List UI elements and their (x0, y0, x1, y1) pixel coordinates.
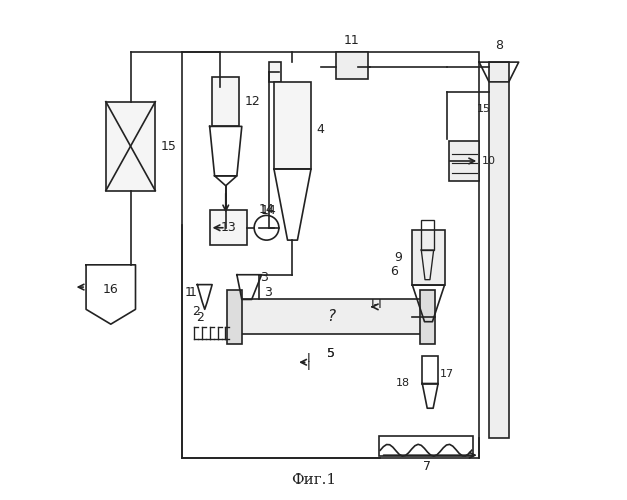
Text: 9: 9 (394, 251, 403, 264)
Text: 3: 3 (260, 270, 268, 283)
Text: 10: 10 (482, 156, 495, 166)
Text: 18: 18 (396, 378, 410, 388)
Text: 1: 1 (189, 286, 196, 298)
Text: I: I (307, 360, 310, 372)
Text: 17: 17 (440, 368, 454, 378)
Text: 5: 5 (327, 348, 335, 360)
Text: 7: 7 (423, 460, 431, 473)
Text: 15: 15 (477, 104, 491, 114)
FancyBboxPatch shape (269, 62, 282, 82)
Text: 14: 14 (261, 204, 277, 217)
Text: 12: 12 (245, 95, 260, 108)
Text: ?: ? (327, 309, 335, 324)
Text: 3: 3 (264, 286, 272, 298)
FancyBboxPatch shape (413, 230, 445, 285)
FancyBboxPatch shape (274, 82, 311, 169)
Text: 14: 14 (259, 203, 275, 216)
Text: 8: 8 (495, 39, 503, 52)
Text: 2: 2 (196, 311, 204, 324)
FancyBboxPatch shape (106, 102, 155, 190)
FancyBboxPatch shape (489, 62, 508, 438)
Text: 5: 5 (327, 348, 335, 360)
FancyBboxPatch shape (227, 290, 242, 344)
Text: 16: 16 (103, 283, 119, 296)
Text: 1: 1 (184, 286, 192, 298)
FancyBboxPatch shape (212, 77, 240, 126)
FancyBboxPatch shape (234, 300, 427, 334)
Text: 6: 6 (390, 265, 398, 278)
FancyBboxPatch shape (335, 52, 368, 80)
Text: 2: 2 (192, 306, 200, 318)
Text: Фиг.1: Фиг.1 (291, 474, 336, 488)
FancyBboxPatch shape (450, 141, 479, 181)
FancyBboxPatch shape (420, 290, 435, 344)
Text: I-I: I-I (371, 298, 382, 311)
Text: 15: 15 (161, 140, 176, 152)
Text: 11: 11 (344, 34, 360, 48)
Text: I: I (307, 352, 310, 366)
Text: 13: 13 (220, 221, 236, 234)
FancyBboxPatch shape (209, 210, 247, 245)
Text: 4: 4 (316, 123, 324, 136)
